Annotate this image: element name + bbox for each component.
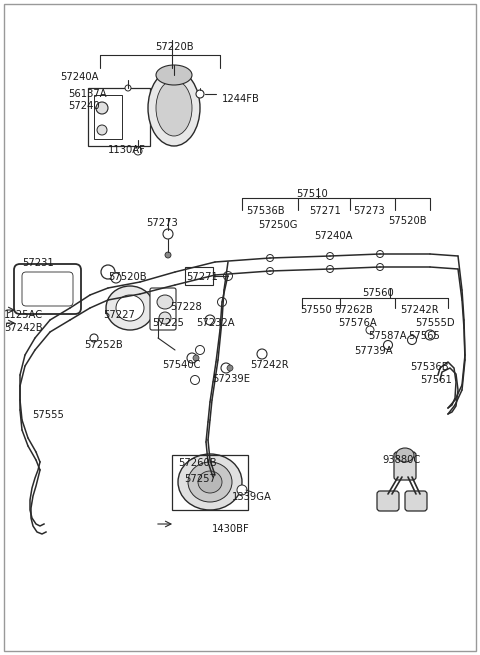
Ellipse shape [396, 448, 414, 462]
Circle shape [163, 229, 173, 239]
Text: 57560: 57560 [362, 288, 394, 298]
Text: 57510: 57510 [296, 189, 328, 199]
Text: 57739A: 57739A [354, 346, 393, 356]
Circle shape [408, 335, 417, 345]
Text: 57273: 57273 [146, 218, 178, 228]
Text: 57252B: 57252B [84, 340, 123, 350]
Circle shape [217, 297, 227, 307]
Text: 57220B: 57220B [155, 42, 193, 52]
Text: 1244FB: 1244FB [222, 94, 260, 104]
Circle shape [266, 267, 274, 274]
Circle shape [366, 326, 374, 334]
Text: 57227: 57227 [103, 310, 135, 320]
Text: 57587A: 57587A [368, 331, 407, 341]
Bar [88, 88, 150, 146]
FancyBboxPatch shape [394, 452, 416, 480]
Text: 57555D: 57555D [415, 318, 455, 328]
Circle shape [227, 365, 233, 371]
Ellipse shape [198, 471, 222, 493]
Text: 57250G: 57250G [258, 220, 298, 230]
Ellipse shape [148, 70, 200, 146]
Circle shape [191, 375, 200, 384]
Circle shape [237, 485, 247, 495]
FancyBboxPatch shape [22, 272, 73, 306]
Text: 57242B: 57242B [4, 323, 43, 333]
Circle shape [125, 85, 131, 91]
Text: 57561: 57561 [420, 375, 452, 385]
Ellipse shape [178, 454, 242, 510]
Ellipse shape [157, 295, 173, 309]
Text: 1125AC: 1125AC [4, 310, 43, 320]
Text: 57232A: 57232A [196, 318, 235, 328]
Text: 57239E: 57239E [212, 374, 250, 384]
Circle shape [376, 263, 384, 271]
Ellipse shape [156, 80, 192, 136]
Circle shape [205, 315, 215, 325]
Text: 57271: 57271 [309, 206, 341, 216]
Text: 57242R: 57242R [250, 360, 288, 370]
Circle shape [187, 353, 197, 363]
Circle shape [90, 334, 98, 342]
Text: 56137A: 56137A [68, 89, 107, 99]
Circle shape [257, 349, 267, 359]
Bar [185, 267, 213, 285]
Circle shape [165, 252, 171, 258]
Circle shape [221, 363, 231, 373]
Ellipse shape [106, 286, 154, 330]
Circle shape [326, 252, 334, 259]
FancyBboxPatch shape [150, 288, 176, 330]
Text: 93880C: 93880C [382, 455, 420, 465]
Circle shape [425, 330, 435, 340]
Text: 57240A: 57240A [314, 231, 352, 241]
Text: 57240: 57240 [68, 101, 100, 111]
Text: 57550: 57550 [300, 305, 332, 315]
Circle shape [224, 272, 232, 280]
Ellipse shape [116, 295, 144, 321]
Text: 57271: 57271 [186, 272, 218, 282]
Text: 1339GA: 1339GA [232, 492, 272, 502]
Circle shape [195, 345, 204, 354]
Circle shape [196, 90, 204, 98]
Text: 57565: 57565 [408, 331, 440, 341]
Text: 57228: 57228 [170, 302, 202, 312]
Circle shape [134, 147, 142, 155]
Text: 57536B: 57536B [410, 362, 449, 372]
Text: 57225: 57225 [152, 318, 184, 328]
Text: 57242R: 57242R [400, 305, 439, 315]
FancyBboxPatch shape [377, 491, 399, 511]
Circle shape [384, 341, 393, 350]
Circle shape [326, 265, 334, 272]
Bar [94, 95, 122, 139]
Circle shape [111, 273, 121, 283]
Text: 57240A: 57240A [60, 72, 98, 82]
Circle shape [96, 102, 108, 114]
Text: 57260B: 57260B [178, 458, 216, 468]
Text: 1430BF: 1430BF [212, 524, 250, 534]
Text: 57273: 57273 [353, 206, 385, 216]
Ellipse shape [159, 312, 171, 324]
Text: 57520B: 57520B [108, 272, 146, 282]
Bar [172, 455, 248, 510]
Ellipse shape [188, 462, 232, 502]
Text: 57540C: 57540C [162, 360, 201, 370]
Ellipse shape [156, 65, 192, 85]
Text: 57555: 57555 [32, 410, 64, 420]
FancyBboxPatch shape [405, 491, 427, 511]
FancyBboxPatch shape [14, 264, 81, 314]
Circle shape [376, 250, 384, 257]
Circle shape [193, 355, 199, 361]
Text: 57231: 57231 [22, 258, 54, 268]
Text: 57257: 57257 [184, 474, 216, 484]
Circle shape [101, 265, 115, 279]
Text: 57536B: 57536B [246, 206, 285, 216]
Text: 57520B: 57520B [388, 216, 427, 226]
Circle shape [266, 255, 274, 261]
Circle shape [97, 125, 107, 135]
Text: 57262B: 57262B [334, 305, 373, 315]
Text: 57576A: 57576A [338, 318, 377, 328]
Text: 1130AF: 1130AF [108, 145, 146, 155]
